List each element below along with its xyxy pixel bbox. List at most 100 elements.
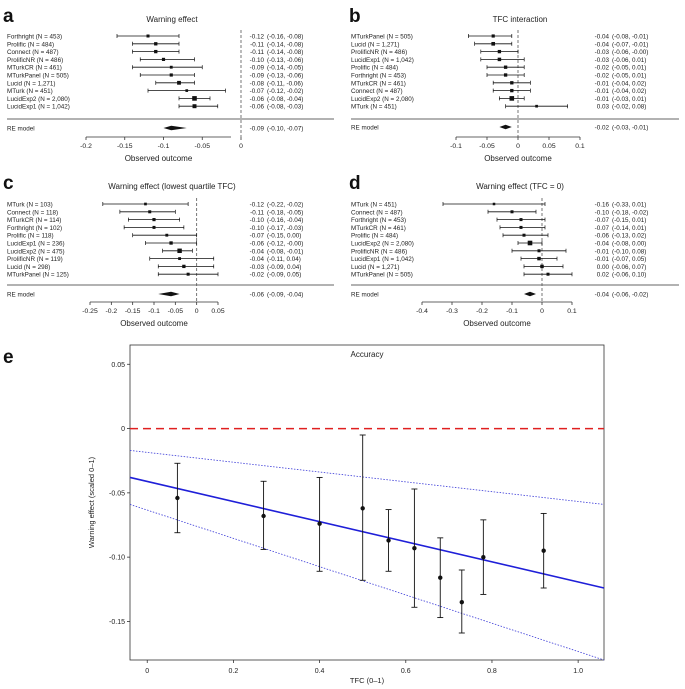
data-point — [261, 513, 266, 519]
study-point — [510, 210, 514, 214]
x-tick-label: 0.1 — [575, 143, 585, 150]
study-label: LucidExp2 (N = 2,080) — [351, 96, 414, 103]
y-tick-label: 0 — [121, 426, 125, 433]
x-tick-label: 0.05 — [211, 308, 224, 315]
estimate-value: -0.10 — [250, 225, 265, 232]
x-tick-label: 0.1 — [567, 308, 577, 315]
study-label: Lucid (N = 1,271) — [351, 41, 399, 48]
re-model-label: RE model — [7, 292, 35, 299]
re-model-diamond — [158, 291, 180, 297]
ci-value: (-0.14, 0.01) — [612, 225, 646, 232]
study-point — [491, 34, 495, 38]
study-label: Forthright (N = 453) — [7, 34, 62, 41]
study-label: Forthright (N = 453) — [351, 217, 406, 224]
study-label: LucidExp2 (N = 2,080) — [351, 241, 414, 248]
panel-title: Warning effect — [146, 15, 198, 24]
estimate-value: 0.02 — [597, 272, 610, 279]
x-tick-label: -0.05 — [168, 308, 184, 315]
ci-value: (-0.06, 0.10) — [612, 272, 646, 279]
study-label: MTurk (N = 451) — [351, 202, 397, 209]
x-tick-label: -0.4 — [416, 308, 428, 315]
ci-value: (-0.18, -0.05) — [267, 209, 303, 216]
study-point — [510, 88, 514, 93]
ci-value: (-0.06, 0.07) — [612, 264, 646, 271]
ci-value: (-0.11, 0.04) — [267, 256, 301, 263]
y-tick-label: -0.15 — [109, 619, 125, 626]
estimate-value: -0.04 — [595, 41, 610, 48]
x-tick-label: 0.6 — [401, 668, 411, 675]
data-point — [459, 599, 464, 605]
study-point — [535, 104, 538, 108]
study-label: MTurk (N = 451) — [7, 88, 53, 95]
re-model-diamond — [524, 291, 536, 297]
estimate-value: -0.04 — [250, 248, 265, 255]
study-point — [169, 65, 173, 69]
x-tick-label: 0 — [516, 143, 520, 150]
re-ci-value: (-0.10, -0.07) — [267, 126, 303, 133]
ci-value: (-0.11, -0.06) — [267, 80, 303, 87]
ci-value: (-0.08, -0.04) — [267, 96, 303, 103]
study-label: Forthright (N = 102) — [7, 225, 62, 232]
estimate-value: -0.06 — [250, 241, 265, 248]
ci-value: (-0.15, 0.00) — [267, 233, 301, 240]
estimate-value: -0.01 — [595, 80, 610, 87]
estimate-value: -0.07 — [595, 217, 610, 224]
study-label: ProlificNR (N = 119) — [7, 256, 63, 263]
study-label: MTurkPanel (N = 505) — [7, 73, 69, 80]
x-tick-label: -0.1 — [506, 308, 518, 315]
study-label: ProlificNR (N = 486) — [7, 57, 63, 64]
ci-band-upper — [129, 450, 605, 505]
estimate-value: -0.10 — [595, 209, 610, 216]
study-label: Connect (N = 487) — [351, 88, 403, 95]
data-point — [541, 548, 546, 553]
y-tick-label: -0.05 — [109, 490, 125, 497]
panel-title: Warning effect (TFC = 0) — [476, 182, 564, 191]
re-model-diamond — [163, 125, 187, 131]
study-point — [537, 256, 541, 261]
re-model-diamond — [499, 124, 512, 130]
estimate-value: -0.06 — [250, 104, 265, 111]
ci-value: (-0.08, -0.03) — [267, 104, 303, 111]
study-label: LucidExp1 (N = 1,042) — [351, 256, 414, 263]
re-estimate-value: -0.06 — [250, 292, 265, 299]
study-label: LucidExp2 (N = 2,080) — [7, 96, 70, 103]
x-tick-label: -0.15 — [117, 143, 133, 150]
re-ci-value: (-0.09, -0.04) — [267, 292, 303, 299]
study-label: Lucid (N = 1,271) — [351, 264, 399, 271]
estimate-value: -0.01 — [595, 256, 610, 263]
estimate-value: -0.11 — [250, 49, 264, 56]
study-point — [509, 96, 515, 101]
study-point — [540, 264, 544, 269]
ci-value: (-0.08, 0.00) — [612, 241, 646, 248]
x-tick-label: 1.0 — [573, 668, 583, 675]
x-tick-label: -0.2 — [476, 308, 488, 315]
y-tick-label: 0.05 — [111, 362, 125, 369]
study-point — [510, 81, 514, 85]
estimate-value: -0.04 — [250, 256, 265, 263]
study-point — [148, 210, 152, 214]
estimate-value: -0.07 — [250, 88, 265, 95]
study-point — [186, 272, 190, 276]
study-point — [185, 89, 189, 92]
estimate-value: -0.02 — [595, 73, 610, 80]
estimate-value: 0.03 — [597, 104, 610, 111]
plot-frame — [129, 344, 605, 661]
data-point — [175, 495, 180, 501]
y-axis-label: Warning effect (scaled 0–1) — [87, 456, 96, 548]
ci-value: (-0.10, 0.08) — [612, 248, 646, 255]
estimate-value: -0.02 — [250, 272, 265, 279]
ci-value: (-0.08, -0.01) — [267, 248, 303, 255]
ci-value: (-0.13, 0.02) — [612, 233, 646, 240]
study-point — [519, 225, 523, 229]
ci-value: (-0.08, -0.01) — [612, 34, 648, 41]
x-tick-label: -0.1 — [148, 308, 160, 315]
study-point — [146, 34, 150, 38]
panel-title: TFC interaction — [493, 15, 548, 24]
estimate-value: -0.03 — [250, 264, 265, 271]
study-point — [497, 49, 502, 54]
x-axis-label: Observed outcome — [125, 154, 193, 163]
x-tick-label: -0.3 — [446, 308, 458, 315]
re-estimate-value: -0.04 — [595, 292, 610, 299]
estimate-value: 0.00 — [597, 264, 610, 271]
